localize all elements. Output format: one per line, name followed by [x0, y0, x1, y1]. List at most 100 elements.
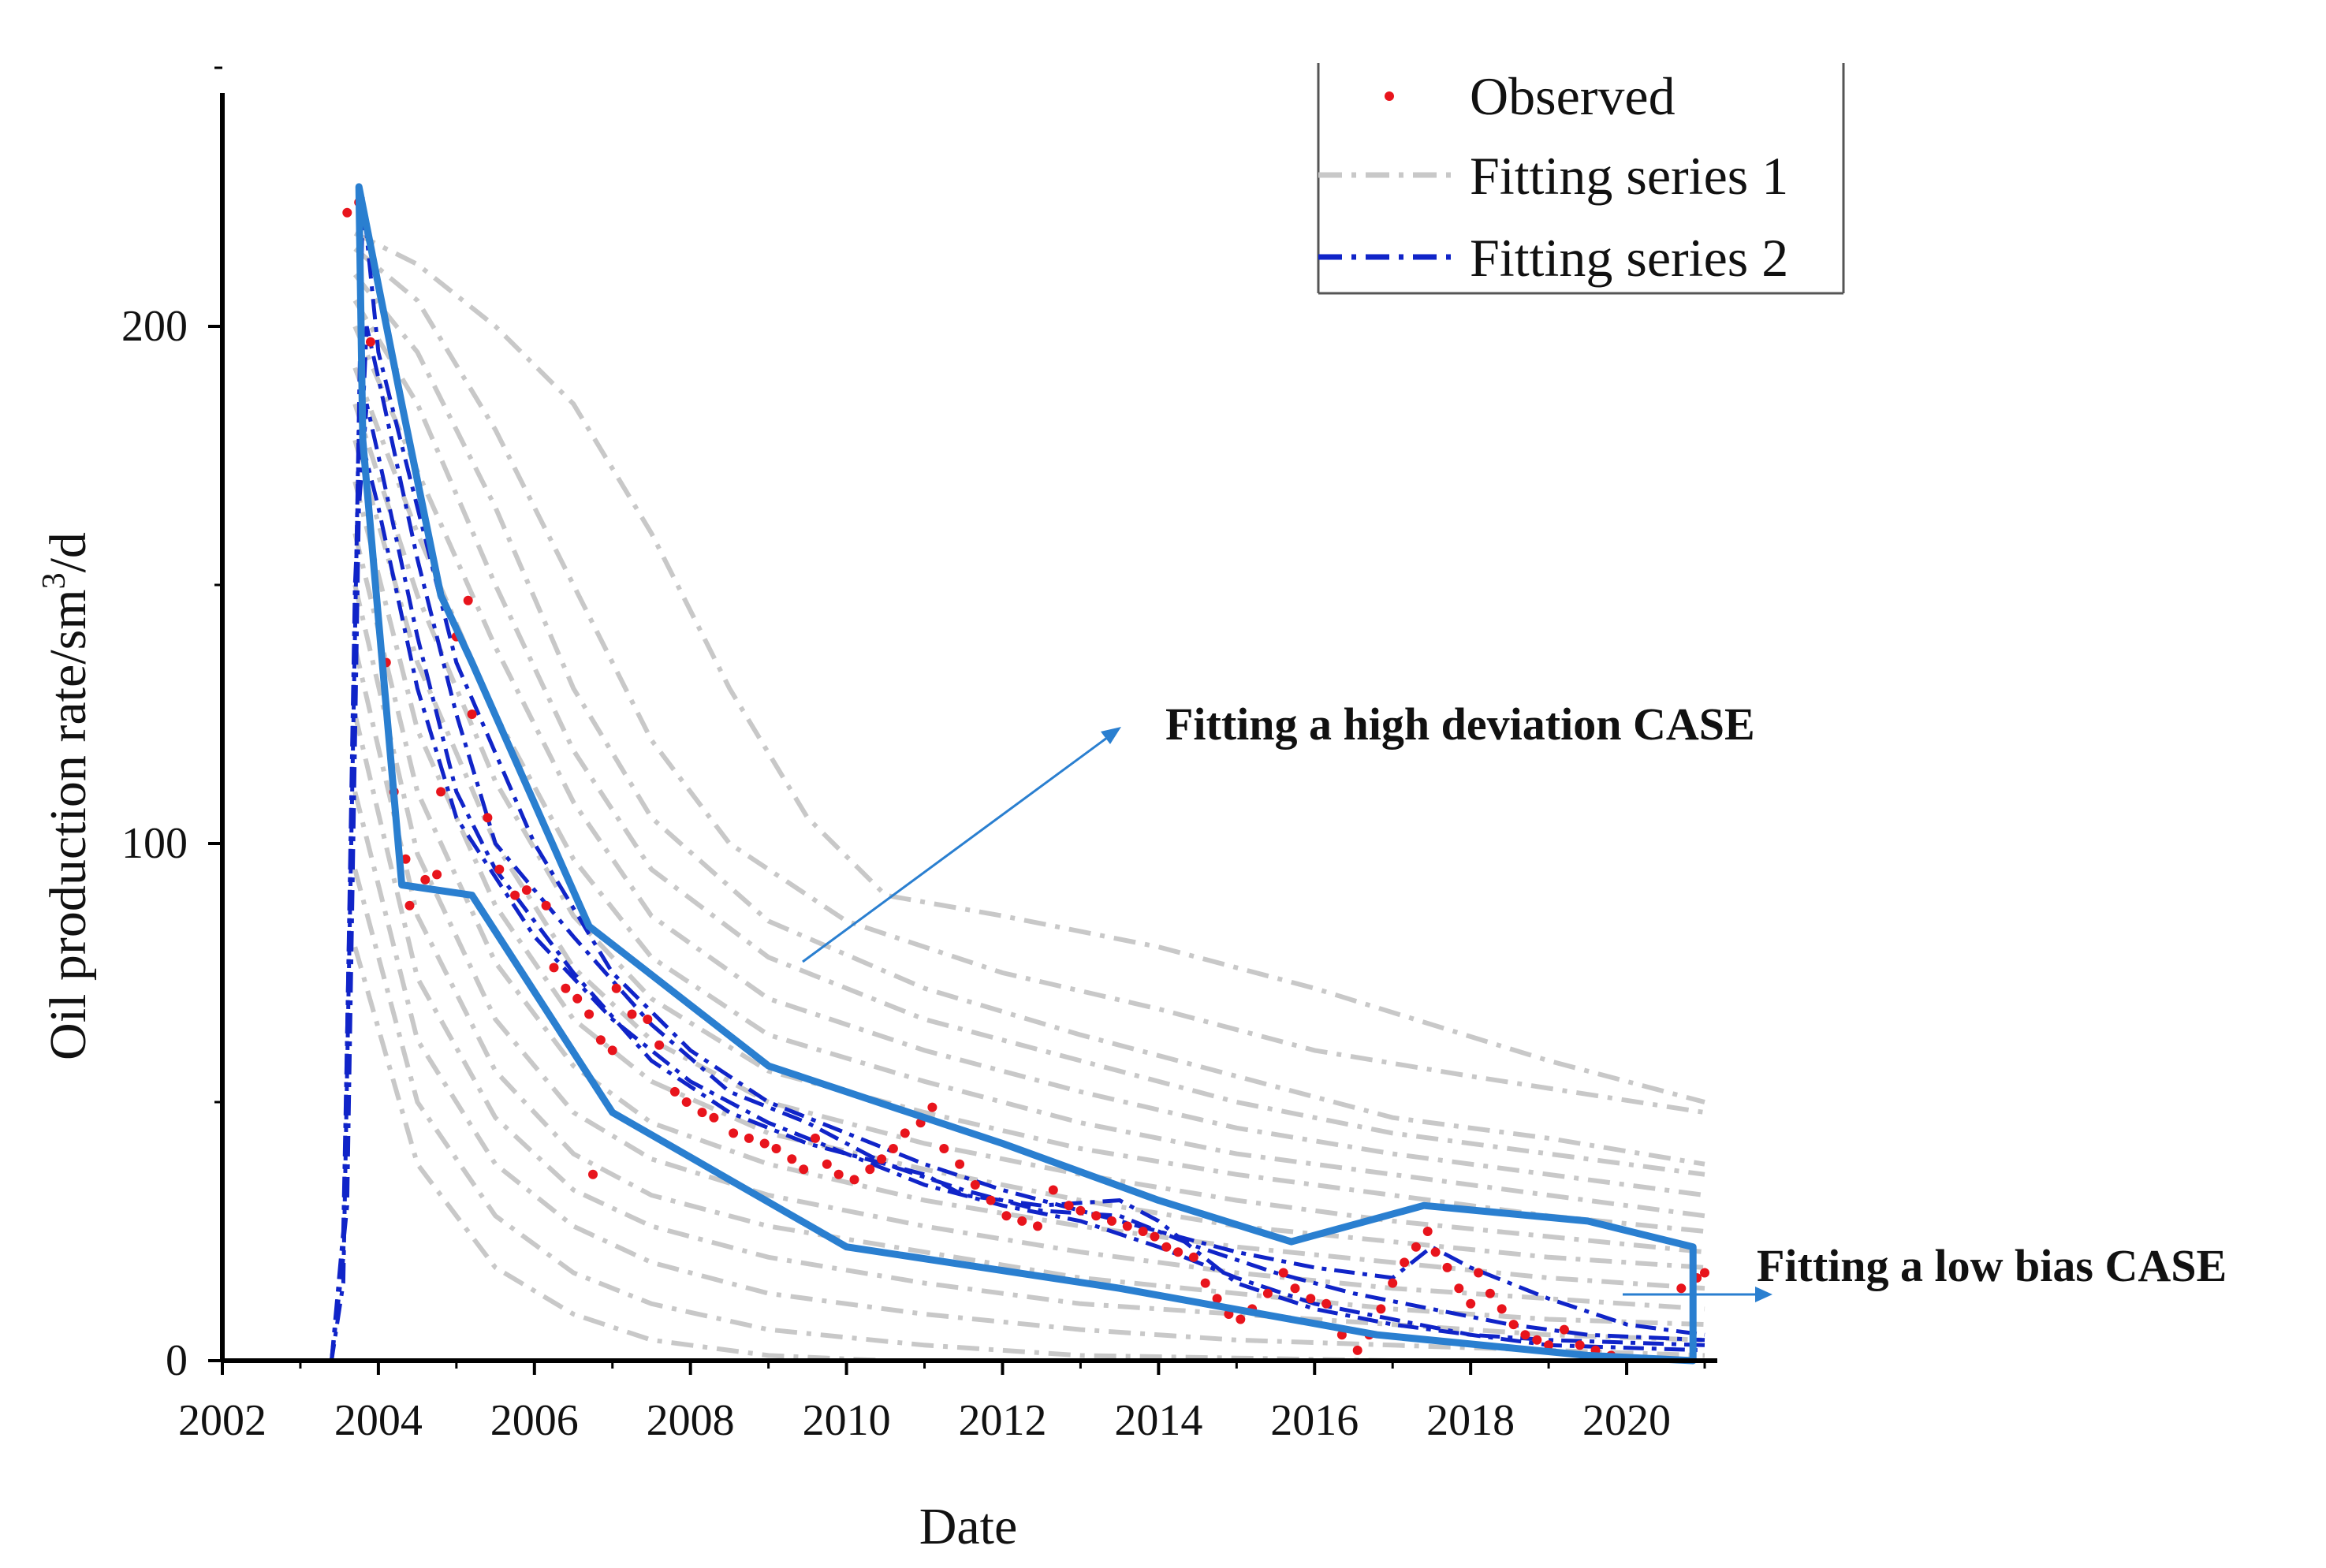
y-axis-title-main: Oil production rate/sm: [39, 589, 97, 1060]
legend: Observed Fitting series 1 Fitting series…: [1317, 63, 1845, 295]
annotation-low-bias-text: Fitting a low bias CASE: [1757, 1240, 2227, 1291]
envelope-group: [355, 183, 1697, 1365]
observed-point-51: [955, 1159, 965, 1169]
annotation-high-deviation-text: Fitting a high deviation CASE: [1165, 698, 1755, 750]
fitting-series-1-line-2: [353, 231, 1705, 1104]
observed-point-49: [927, 1102, 937, 1112]
x-tick-label-2002: 2002: [178, 1396, 267, 1445]
observed-point-81: [1376, 1304, 1386, 1314]
observed-point-53: [986, 1195, 996, 1205]
y-tick-label-200: 200: [121, 302, 188, 351]
fitting-series-1-line-1: [353, 247, 1705, 1115]
fitting-series-2-line-3: [330, 403, 1705, 1361]
observed-point-34: [729, 1128, 739, 1138]
observed-point-82: [1388, 1278, 1398, 1288]
observed-point-59: [1075, 1205, 1086, 1216]
y-axis-title-tail: /d: [39, 532, 97, 572]
fitting-series-1-line-14: [352, 791, 1705, 1358]
observed-point-79: [1352, 1345, 1362, 1355]
observed-point-77: [1321, 1298, 1332, 1309]
observed-point-52: [970, 1180, 980, 1190]
observed-point-84: [1411, 1242, 1421, 1252]
observed-point-68: [1200, 1278, 1210, 1288]
observed-point-61: [1107, 1216, 1116, 1226]
observed-point-9: [432, 870, 442, 880]
observed-point-8: [420, 874, 431, 885]
x-ticks: 2002 2004 2006 2008 2010 2012 2014 2016 2018 2020: [178, 1361, 1706, 1445]
observed-point-14: [483, 813, 493, 823]
fitting-series-1-line-13: [352, 713, 1705, 1343]
annotation-low-bias: Fitting a low bias CASE: [1623, 1240, 2227, 1302]
fitting-series-1-line-8: [352, 439, 1705, 1255]
observed-point-38: [787, 1154, 797, 1164]
fitting-envelope: [355, 183, 1697, 1365]
observed-point-88: [1454, 1283, 1464, 1294]
x-tick-label-2004: 2004: [334, 1396, 423, 1445]
observed-point-93: [1508, 1320, 1519, 1330]
x-tick-label-2014: 2014: [1114, 1396, 1202, 1445]
observed-point-65: [1161, 1242, 1172, 1252]
observed-point-56: [1033, 1221, 1042, 1231]
observed-point-74: [1278, 1268, 1288, 1278]
observed-point-25: [588, 1169, 598, 1179]
observed-point-58: [1064, 1201, 1074, 1211]
observed-point-32: [697, 1108, 707, 1118]
fitting-series-1-line-4: [352, 299, 1705, 1177]
legend-series1-label: Fitting series 1: [1470, 146, 1788, 206]
observed-point-19: [549, 963, 559, 973]
fitting-series-1-group: [352, 231, 1705, 1363]
observed-point-85: [1422, 1227, 1433, 1236]
observed-point-39: [799, 1164, 809, 1175]
y-tick-label-100: 100: [121, 819, 188, 868]
fitting-series-1-line-6: [352, 367, 1705, 1219]
observed-points-group: [342, 197, 1709, 1361]
observed-point-27: [627, 1009, 637, 1019]
x-tick-label-2018: 2018: [1426, 1396, 1515, 1445]
x-tick-label-2020: 2020: [1582, 1396, 1671, 1445]
observed-point-75: [1290, 1283, 1300, 1294]
observed-point-67: [1188, 1252, 1198, 1262]
x-tick-label-2008: 2008: [647, 1396, 735, 1445]
observed-point-29: [654, 1040, 665, 1050]
observed-point-54: [1001, 1211, 1012, 1221]
annotation-low-arrowhead: [1755, 1287, 1772, 1302]
axes: 2002 2004 2006 2008 2010 2012 2014 2016 2018 2020…: [121, 66, 1717, 1445]
fitting-series-1-line-12: [352, 646, 1705, 1328]
observed-point-1: [342, 207, 352, 218]
observed-point-3: [366, 337, 375, 347]
observed-point-91: [1485, 1288, 1495, 1298]
observed-point-98: [1575, 1340, 1585, 1350]
observed-point-96: [1544, 1340, 1554, 1350]
observed-point-95: [1532, 1335, 1542, 1345]
observed-point-40: [811, 1133, 820, 1143]
legend-observed-label: Observed: [1470, 66, 1676, 126]
observed-point-17: [521, 885, 531, 895]
observed-point-101: [1676, 1283, 1687, 1294]
observed-point-20: [561, 983, 571, 993]
observed-point-13: [467, 710, 477, 719]
observed-point-16: [510, 890, 520, 900]
y-axis-title-superscript: 3: [36, 572, 73, 589]
x-tick-label-2010: 2010: [803, 1396, 891, 1445]
annotation-high-deviation: Fitting a high deviation CASE: [802, 698, 1755, 963]
fitting-series-1-line-10: [352, 532, 1705, 1291]
observed-point-24: [607, 1045, 617, 1056]
observed-point-94: [1520, 1330, 1530, 1340]
observed-point-37: [771, 1144, 781, 1153]
observed-point-64: [1150, 1231, 1160, 1242]
x-axis-title: Date: [919, 1498, 1018, 1555]
legend-observed-marker: [1385, 91, 1394, 101]
x-tick-label-2012: 2012: [958, 1396, 1046, 1445]
observed-point-76: [1306, 1294, 1316, 1304]
observed-point-87: [1442, 1262, 1452, 1272]
observed-point-10: [436, 787, 446, 797]
observed-point-71: [1236, 1314, 1246, 1324]
observed-point-90: [1474, 1268, 1484, 1278]
observed-point-89: [1466, 1298, 1476, 1309]
observed-point-46: [888, 1144, 898, 1153]
fitting-series-1-line-15: [352, 869, 1705, 1363]
fitting-series-1-line-11: [352, 584, 1705, 1312]
y-tick-label-0: 0: [166, 1336, 188, 1385]
observed-point-36: [759, 1138, 770, 1149]
